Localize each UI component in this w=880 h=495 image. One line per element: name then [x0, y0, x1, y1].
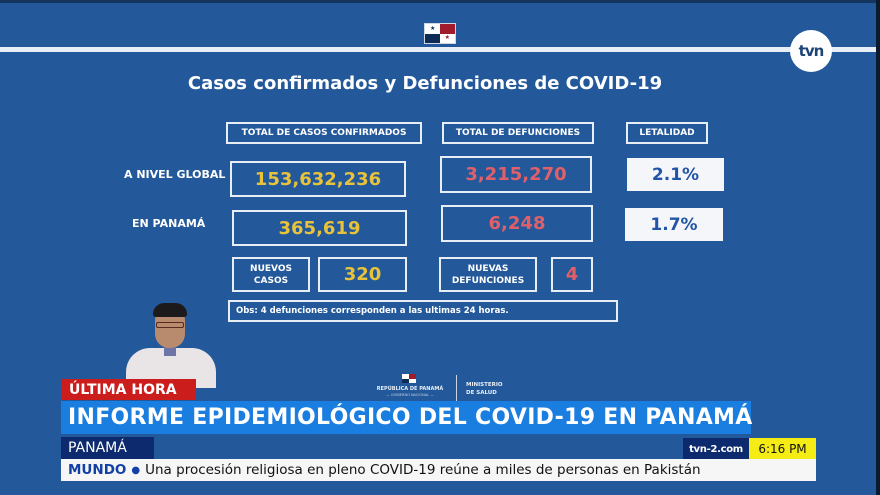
- global-deaths-text: 3,215,270: [465, 164, 567, 185]
- global-lethality-text: 2.1%: [651, 164, 700, 185]
- observation-note: Obs: 4 defunciones corresponden a las ul…: [228, 300, 618, 322]
- ministry-line2: DE SALUD: [466, 390, 497, 396]
- ministry-logo: REPÚBLICA DE PANAMÁ — GOBIERNO NACIONAL …: [370, 372, 540, 404]
- sign-language-interpreter: [120, 300, 220, 388]
- header-total-cases: TOTAL DE CASOS CONFIRMADOS: [226, 122, 422, 144]
- global-deaths-value: 3,215,270: [440, 156, 592, 193]
- breaking-news-text: ÚLTIMA HORA: [69, 381, 177, 398]
- time-display: 6:16 PM: [749, 438, 816, 460]
- location-tag: PANAMÁ: [61, 437, 154, 459]
- global-cases-text: 153,632,236: [254, 168, 382, 190]
- new-cases-label: NUEVOS CASOS: [232, 257, 310, 292]
- new-deaths-label-line2: DEFUNCIONES: [451, 275, 525, 286]
- panama-flag-icon: ★ ★: [424, 23, 456, 44]
- headline-bar: INFORME EPIDEMIOLÓGICO DEL COVID-19 EN P…: [61, 401, 753, 434]
- right-edge: [876, 0, 880, 495]
- website-text: tvn-2.com: [689, 443, 743, 455]
- tvn-logo: tvn: [790, 30, 832, 72]
- new-cases-label-line2: CASOS: [253, 275, 289, 286]
- panama-deaths-value: 6,248: [441, 205, 593, 242]
- new-cases-value: 320: [318, 257, 407, 292]
- panama-cases-value: 365,619: [232, 210, 407, 246]
- new-deaths-label-line1: NUEVAS: [467, 263, 509, 274]
- header-total-cases-text: TOTAL DE CASOS CONFIRMADOS: [241, 128, 407, 138]
- new-deaths-value: 4: [551, 257, 593, 292]
- new-deaths-label: NUEVAS DEFUNCIONES: [439, 257, 537, 292]
- panama-flag-small-icon: [402, 374, 416, 383]
- new-deaths-value-text: 4: [565, 264, 579, 285]
- breaking-news-label: ÚLTIMA HORA: [61, 379, 196, 400]
- panama-lethality-value: 1.7%: [625, 208, 723, 241]
- top-edge: [0, 0, 880, 3]
- republic-text: REPÚBLICA DE PANAMÁ: [376, 386, 444, 392]
- header-lethality-text: LETALIDAD: [639, 128, 695, 138]
- header-total-deaths-text: TOTAL DE DEFUNCIONES: [455, 128, 581, 138]
- new-cases-label-line1: NUEVOS: [250, 263, 292, 274]
- bullet-icon: ●: [131, 464, 141, 476]
- ministry-separator: [456, 375, 457, 403]
- observation-text: Obs: 4 defunciones corresponden a las ul…: [236, 306, 509, 316]
- logo-text: tvn: [798, 42, 825, 60]
- header-divider: [0, 47, 880, 52]
- row-label-panama: EN PANAMÁ: [132, 217, 206, 230]
- ticker-text: Una procesión religiosa en pleno COVID-1…: [145, 462, 701, 478]
- panel-title-text: Casos confirmados y Defunciones de COVID…: [187, 73, 663, 94]
- location-text: PANAMÁ: [68, 440, 127, 456]
- ticker-category: MUNDO: [68, 462, 127, 478]
- news-ticker: MUNDO ● Una procesión religiosa en pleno…: [61, 459, 816, 481]
- panama-cases-text: 365,619: [278, 217, 361, 239]
- headline-text: INFORME EPIDEMIOLÓGICO DEL COVID-19 EN P…: [68, 405, 753, 430]
- government-text: — GOBIERNO NACIONAL —: [386, 393, 434, 397]
- panama-deaths-text: 6,248: [488, 213, 546, 234]
- header-total-deaths: TOTAL DE DEFUNCIONES: [442, 122, 594, 144]
- ministry-line1: MINISTERIO: [466, 382, 503, 388]
- global-cases-value: 153,632,236: [230, 161, 406, 197]
- row-label-global: A NIVEL GLOBAL: [124, 168, 226, 181]
- ministry-name: MINISTERIO DE SALUD: [466, 381, 503, 397]
- panama-lethality-text: 1.7%: [650, 214, 698, 235]
- new-cases-value-text: 320: [343, 264, 382, 285]
- global-lethality-value: 2.1%: [627, 158, 724, 191]
- panel-title: Casos confirmados y Defunciones de COVID…: [0, 73, 880, 94]
- header-lethality: LETALIDAD: [626, 122, 708, 144]
- time-text: 6:16 PM: [758, 442, 807, 456]
- website-tag: tvn-2.com: [683, 438, 749, 460]
